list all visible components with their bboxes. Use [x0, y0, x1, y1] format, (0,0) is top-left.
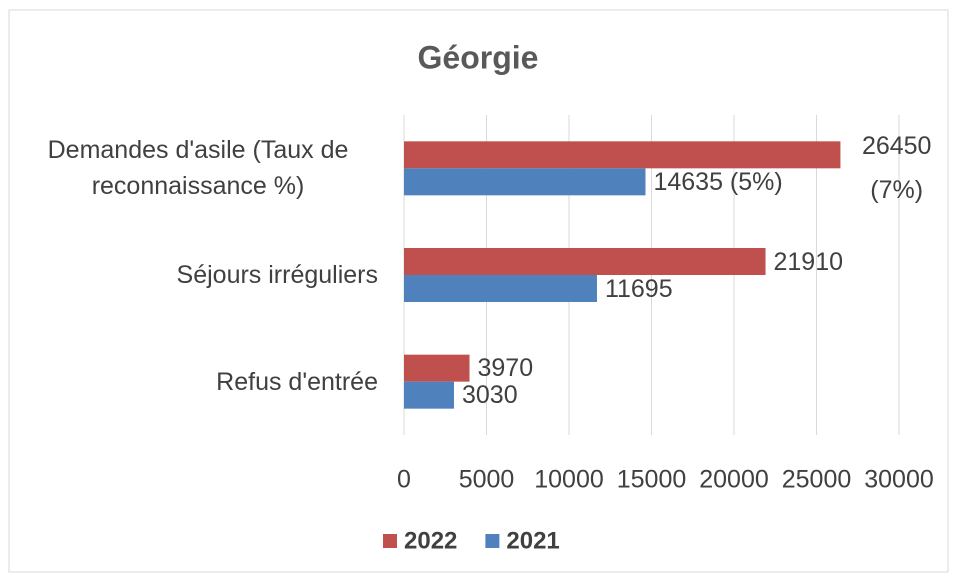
- bar: [404, 275, 597, 302]
- chart-border: [8, 9, 949, 573]
- category-label-text: Refus d'entrée: [216, 367, 378, 396]
- x-tick-label: 10000: [534, 466, 604, 494]
- x-tick-label: 5000: [459, 466, 515, 494]
- bar: [404, 381, 454, 409]
- legend-swatch: [383, 534, 397, 548]
- data-label: 11695: [604, 274, 673, 303]
- data-label: 3970: [477, 354, 534, 383]
- category-label: Séjours irréguliers: [10, 225, 378, 325]
- legend-label: 2022: [404, 527, 457, 554]
- x-tick-label: 25000: [782, 466, 852, 494]
- chart-title: Géorgie: [418, 39, 539, 75]
- category-label: Refus d'entrée: [10, 332, 378, 432]
- data-label: 3030: [461, 381, 518, 410]
- data-label: 21910: [773, 247, 844, 276]
- bar: [404, 354, 470, 382]
- bar: [404, 248, 766, 275]
- x-tick-label: 15000: [617, 466, 687, 494]
- category-label-text: Demandes d'asile (Taux de reconnaissance…: [47, 136, 349, 201]
- x-tick-label: 20000: [699, 466, 769, 494]
- legend-label: 2021: [506, 527, 559, 554]
- category-label: Demandes d'asile (Taux de reconnaissance…: [10, 118, 378, 218]
- legend-swatch: [485, 534, 500, 548]
- category-label-text: Séjours irréguliers: [176, 261, 378, 289]
- x-tick-label: 0: [397, 466, 411, 494]
- data-label: 14635 (5%): [653, 167, 783, 196]
- x-tick-label: 30000: [864, 466, 934, 494]
- bar: [404, 168, 646, 196]
- bar: [404, 141, 841, 169]
- data-label: 26450 (7%): [861, 132, 932, 205]
